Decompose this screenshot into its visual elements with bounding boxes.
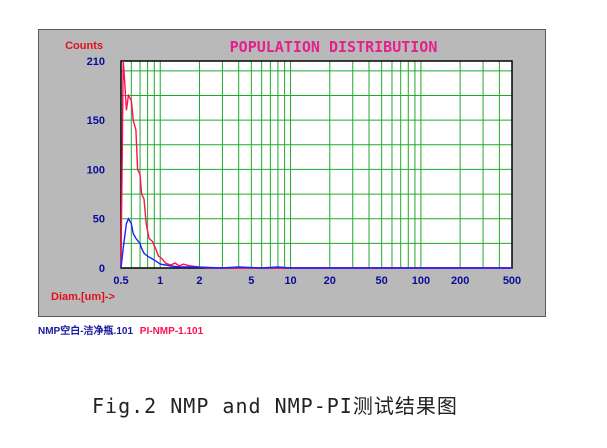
legend-item-pi-nmp: PI-NMP-1.101 [139, 326, 204, 337]
x-axis-label: Diam.[um]-> [51, 291, 115, 303]
y-tick-label: 210 [87, 56, 105, 68]
x-tick-label: 20 [324, 275, 336, 287]
y-tick-label: 150 [87, 115, 105, 127]
x-tick-label: 500 [503, 275, 521, 287]
y-tick-label: 0 [99, 263, 105, 275]
x-tick-label: 5 [248, 275, 254, 287]
y-axis-label: Counts [65, 40, 103, 52]
figure-caption: Fig.2 NMP and NMP-PI测试结果图 [92, 394, 458, 418]
x-tick-label: 0.5 [113, 275, 128, 287]
x-tick-label: 10 [284, 275, 296, 287]
y-tick-label: 50 [93, 214, 105, 226]
chart-title: POPULATION DISTRIBUTION [230, 38, 438, 56]
y-tick-label: 100 [87, 164, 105, 176]
x-tick-label: 50 [376, 275, 388, 287]
series-line-1 [120, 217, 512, 269]
legend: NMP空白-洁净瓶.101 PI-NMP-1.101 [38, 322, 207, 337]
x-tick-label: 200 [451, 275, 469, 287]
chart-window: 0 50 100 150 210 0.5 1 2 5 10 20 50 100 200 500 POPULAT… [38, 29, 546, 317]
plot-background [120, 60, 513, 269]
plot-area: 0 50 100 150 210 0.5 1 2 5 10 20 50 100 200 500 POPULAT… [51, 38, 521, 303]
x-tick-label: 100 [412, 275, 430, 287]
x-tick-label: 1 [157, 275, 163, 287]
legend-item-nmp-blank: NMP空白-洁净瓶.101 [38, 326, 134, 337]
x-tick-label: 2 [196, 275, 202, 287]
series-line-0 [120, 60, 512, 269]
